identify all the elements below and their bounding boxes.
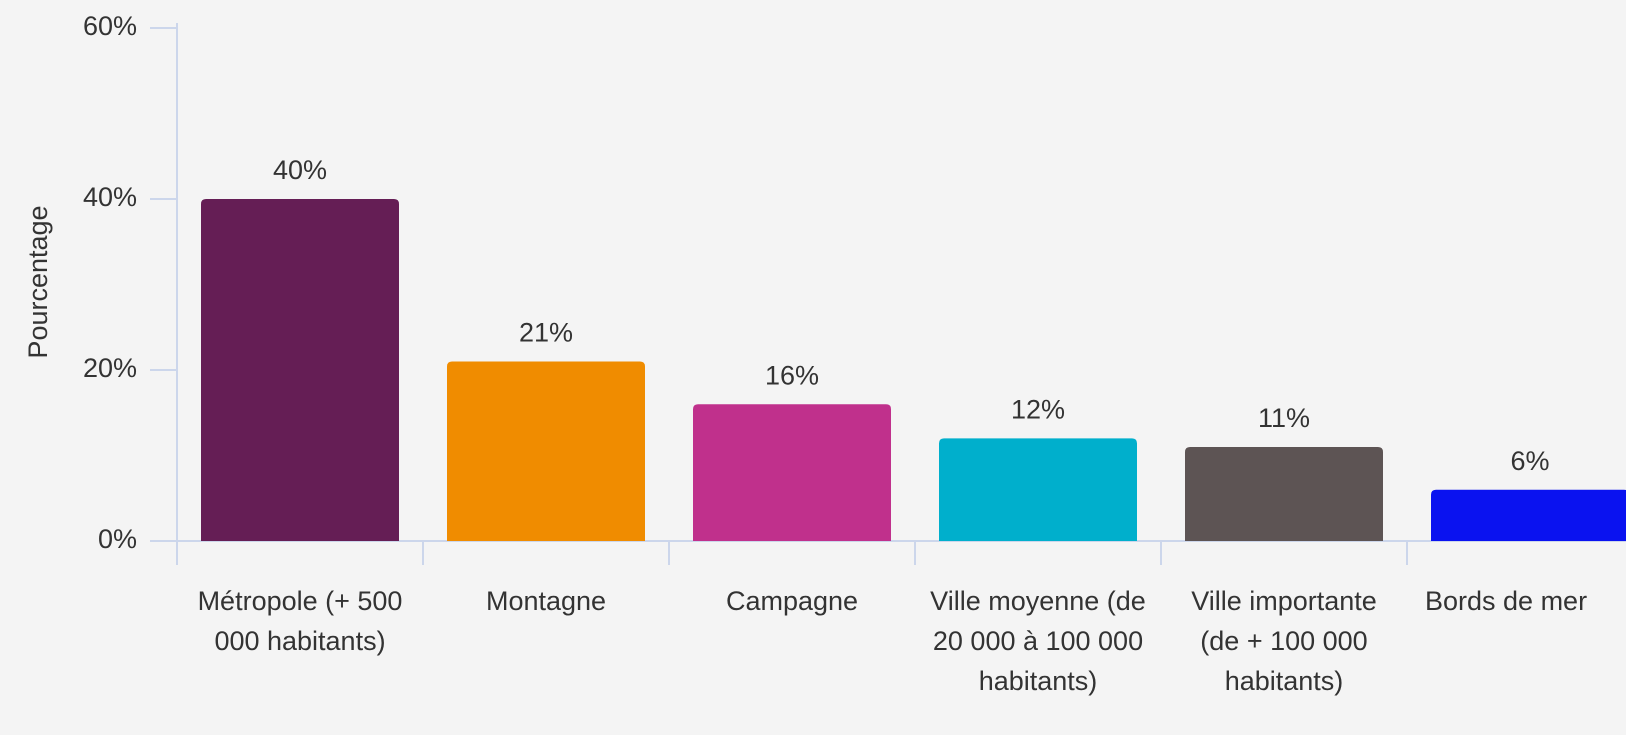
x-tick-label: Ville importante (de + 100 000 habitants… — [1191, 586, 1377, 696]
x-tick-label: Montagne — [485, 586, 607, 616]
y-tick-label: 60% — [83, 11, 137, 41]
y-axis-label: Pourcentage — [23, 205, 53, 358]
bar — [1431, 489, 1626, 541]
value-label: 6% — [1510, 446, 1549, 476]
bar — [939, 438, 1137, 541]
value-label: 11% — [1258, 403, 1310, 433]
bar — [201, 199, 399, 541]
x-tick-label: Ville moyenne (de 20 000 à 100 000 habit… — [930, 586, 1146, 696]
value-label: 21% — [519, 318, 573, 348]
value-label: 40% — [273, 155, 327, 185]
bar — [447, 361, 645, 541]
x-tick-label: Campagne — [725, 586, 859, 616]
x-tick-label: Métropole (+ 500 000 habitants) — [197, 586, 403, 656]
value-label: 12% — [1011, 395, 1065, 425]
bar — [693, 404, 891, 541]
y-tick-label: 0% — [98, 524, 137, 554]
value-label: 16% — [765, 360, 819, 390]
y-tick-label: 20% — [83, 353, 137, 383]
x-tick-label: Bords de mer — [1425, 586, 1588, 616]
bar — [1185, 446, 1383, 541]
y-tick-label: 40% — [83, 182, 137, 212]
